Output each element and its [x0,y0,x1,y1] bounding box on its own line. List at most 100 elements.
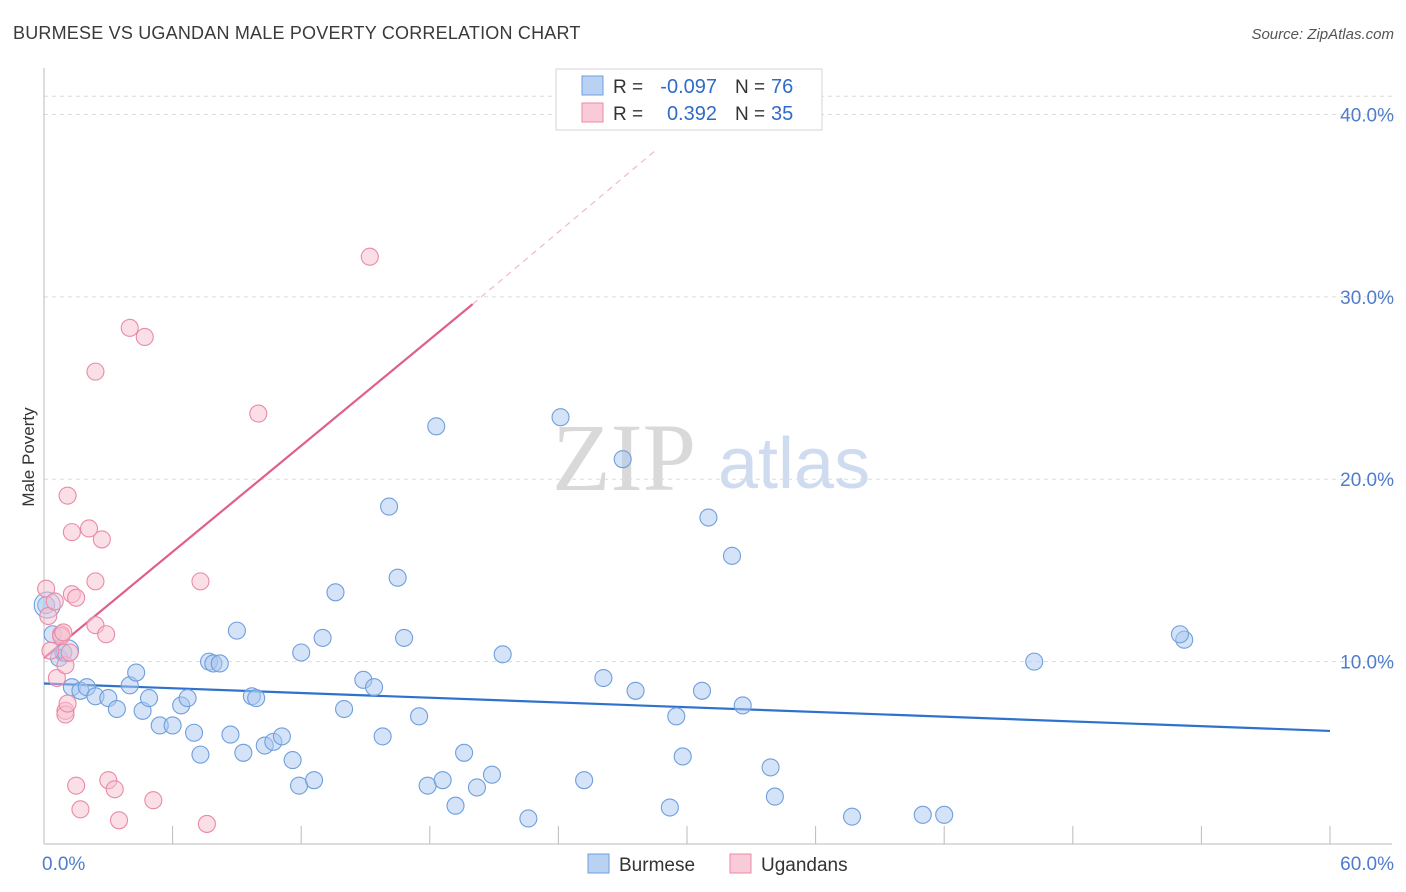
point-burmese-33 [292,643,311,662]
point-ugandans-18 [71,800,90,819]
point-burmese-37 [335,699,354,719]
point-ugandans-4 [47,668,66,688]
point-burmese-51 [482,765,502,784]
legend-swatch-ugandans [581,102,604,123]
legend-r-value-ugandans: 0.392 [667,103,717,125]
point-ugandans-21 [86,572,105,591]
x-tick-label-min: 0.0% [42,854,85,875]
series-ugandans-points [37,247,379,833]
point-burmese-66 [761,758,780,777]
series-legend: Burmese Ugandans [587,853,848,876]
point-burmese-42 [388,568,407,587]
point-burmese-60 [667,707,686,726]
point-burmese-31 [283,751,302,770]
series-legend-label-ugandans: Ugandans [761,855,848,876]
point-ugandans-23 [92,530,111,549]
point-ugandans-29 [135,327,154,347]
gridlines [44,95,1392,663]
point-burmese-43 [395,628,414,647]
point-ugandans-12 [58,694,77,713]
point-burmese-11 [127,663,146,682]
point-burmese-53 [519,809,538,828]
stats-legend: R = -0.097 N = 76 R = 0.392 N = 35 [555,68,823,131]
point-burmese-40 [373,727,392,746]
point-burmese-15 [163,716,182,735]
legend-n-value-ugandans: 35 [771,103,793,125]
legend-n-label-ugandans: N = [735,104,765,125]
point-ugandans-2 [41,641,60,660]
point-burmese-67 [765,787,784,806]
point-burmese-23 [221,725,240,744]
point-burmese-44 [410,707,429,726]
point-burmese-36 [326,583,345,602]
point-ugandans-20 [86,362,105,381]
point-ugandans-0 [37,579,56,598]
watermark: ZIP atlas [552,404,870,511]
y-tick-label-3: 40.0% [1340,105,1394,126]
trend-line-burmese [43,682,1331,733]
point-burmese-17 [178,689,197,708]
point-ugandans-31 [191,572,210,591]
point-burmese-69 [913,805,932,824]
point-ugandans-16 [67,588,86,607]
series-legend-swatch-burmese [587,853,610,874]
point-burmese-68 [842,807,862,826]
point-burmese-70 [935,805,954,824]
point-ugandans-17 [67,776,86,795]
y-tick-label-1: 20.0% [1340,470,1394,491]
y-tick-labels: 10.0% 20.0% 30.0% 40.0% [1340,105,1394,673]
point-burmese-35 [313,628,332,647]
series-legend-label-burmese: Burmese [619,855,695,876]
point-burmese-27 [247,689,266,708]
point-ugandans-13 [60,643,79,662]
series-burmese-points [33,408,1194,828]
point-burmese-63 [699,508,718,527]
point-burmese-46 [427,417,446,436]
chart-source: Source: ZipAtlas.com [1251,26,1394,43]
point-ugandans-34 [360,247,379,266]
point-burmese-30 [272,727,291,746]
point-burmese-54 [551,408,570,427]
point-burmese-19 [191,745,210,764]
legend-swatch-burmese [581,75,604,96]
legend-r-value-burmese: -0.097 [660,76,717,98]
x-tick-labels: 0.0% 60.0% [42,854,1394,875]
point-ugandans-11 [58,486,77,505]
point-burmese-58 [626,681,645,700]
trend-line-ugandans [43,303,474,659]
point-ugandans-27 [109,811,129,830]
point-ugandans-7 [54,623,73,642]
point-ugandans-28 [120,318,139,337]
legend-r-label-burmese: R = [613,77,643,98]
point-ugandans-32 [197,814,216,833]
point-ugandans-33 [249,404,268,423]
y-tick-label-0: 10.0% [1340,653,1394,674]
point-burmese-18 [184,723,204,742]
point-burmese-52 [493,645,512,664]
point-ugandans-30 [144,791,163,810]
point-burmese-50 [467,778,487,797]
point-burmese-39 [365,678,384,697]
point-burmese-41 [380,497,399,516]
x-tick-label-max: 60.0% [1340,854,1394,875]
point-burmese-65 [733,696,752,715]
point-burmese-62 [692,681,712,700]
legend-n-label-burmese: N = [735,77,765,98]
y-axis-label: Male Poverty [19,407,38,507]
point-burmese-71 [1025,652,1044,671]
y-tick-label-2: 30.0% [1340,288,1394,309]
point-ugandans-24 [97,625,116,644]
point-burmese-49 [455,743,474,762]
point-burmese-9 [107,699,126,719]
trend-line-ugandans-extension [472,150,656,305]
point-burmese-55 [575,771,594,790]
series-legend-swatch-ugandans [729,853,752,874]
point-ugandans-26 [105,780,124,799]
point-burmese-45 [418,776,437,795]
point-ugandans-14 [62,523,81,542]
point-burmese-47 [433,771,452,790]
chart-title: BURMESE VS UGANDAN MALE POVERTY CORRELAT… [13,23,581,43]
point-burmese-61 [673,747,692,766]
axes [43,68,1392,845]
